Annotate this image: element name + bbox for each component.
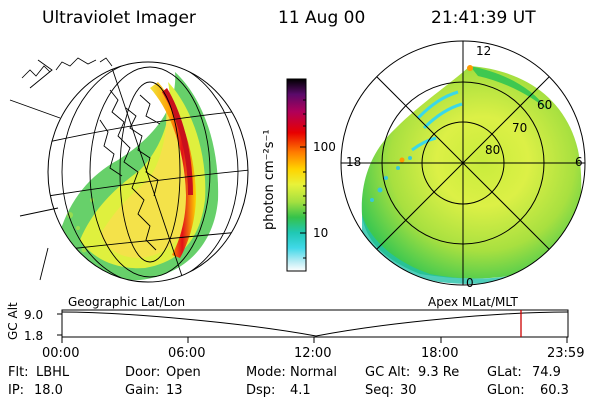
instrument-title: Ultraviolet Imager bbox=[42, 8, 196, 28]
status-ip-value: 18.0 bbox=[34, 383, 63, 398]
altitude-axis-label: GC Alt bbox=[6, 302, 20, 340]
status-dsp-label: Dsp: bbox=[246, 383, 276, 398]
colorbar-unit-label: photon cm⁻²s⁻¹ bbox=[262, 129, 277, 230]
status-gain-label: Gain: bbox=[125, 383, 160, 398]
status-flt-value: LBHL bbox=[36, 365, 70, 380]
geographic-image bbox=[9, 57, 249, 283]
colorbar-tick-10: 10 bbox=[313, 226, 329, 240]
mlt-label-12: 12 bbox=[476, 44, 492, 58]
status-door-label: Door: bbox=[125, 365, 161, 380]
status-glat-value: 74.9 bbox=[532, 365, 561, 380]
mlat-label-60: 60 bbox=[537, 98, 553, 112]
altitude-strip bbox=[57, 309, 569, 343]
time-tick-0600: 06:00 bbox=[168, 346, 206, 361]
color-bar-ticks bbox=[300, 99, 306, 259]
status-door-value: Open bbox=[166, 365, 201, 380]
status-mode-label: Mode: bbox=[246, 365, 286, 380]
time-tick-2359: 23:59 bbox=[547, 346, 585, 361]
status-mode-value: Normal bbox=[290, 365, 338, 380]
altitude-tick-low: 1.8 bbox=[24, 329, 44, 343]
status-seq-label: Seq: bbox=[365, 383, 394, 398]
mlt-label-0: 0 bbox=[466, 276, 474, 290]
status-glon-value: 60.3 bbox=[540, 383, 569, 398]
geographic-panel-title: Geographic Lat/Lon bbox=[68, 295, 186, 309]
status-gcalt-label: GC Alt: bbox=[365, 365, 411, 380]
altitude-tick-high: 9.0 bbox=[24, 308, 44, 322]
status-gain-value: 13 bbox=[166, 383, 183, 398]
status-seq-value: 30 bbox=[400, 383, 417, 398]
time-label: 21:41:39 UT bbox=[431, 8, 536, 28]
status-dsp-value: 4.1 bbox=[290, 383, 311, 398]
mlat-label-80: 80 bbox=[485, 143, 501, 157]
date-label: 11 Aug 00 bbox=[278, 8, 366, 28]
status-glon-label: GLon: bbox=[487, 383, 525, 398]
status-flt-label: Flt: bbox=[8, 365, 29, 380]
time-tick-0000: 00:00 bbox=[42, 346, 80, 361]
time-tick-1200: 12:00 bbox=[294, 346, 332, 361]
polar-plot bbox=[340, 40, 586, 286]
mlt-label-6: 6 bbox=[575, 155, 583, 169]
mlt-label-18: 18 bbox=[346, 155, 362, 169]
color-bar bbox=[286, 78, 307, 272]
time-tick-1800: 18:00 bbox=[421, 346, 459, 361]
apex-panel-title: Apex MLat/MLT bbox=[428, 295, 518, 309]
status-ip-label: IP: bbox=[8, 383, 25, 398]
status-gcalt-value: 9.3 Re bbox=[418, 365, 460, 380]
colorbar-tick-100: 100 bbox=[313, 140, 336, 154]
status-glat-label: GLat: bbox=[487, 365, 522, 380]
mlat-label-70: 70 bbox=[512, 121, 528, 135]
